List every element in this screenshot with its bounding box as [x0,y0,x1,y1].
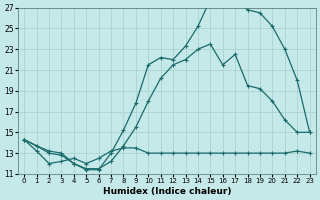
X-axis label: Humidex (Indice chaleur): Humidex (Indice chaleur) [103,187,231,196]
